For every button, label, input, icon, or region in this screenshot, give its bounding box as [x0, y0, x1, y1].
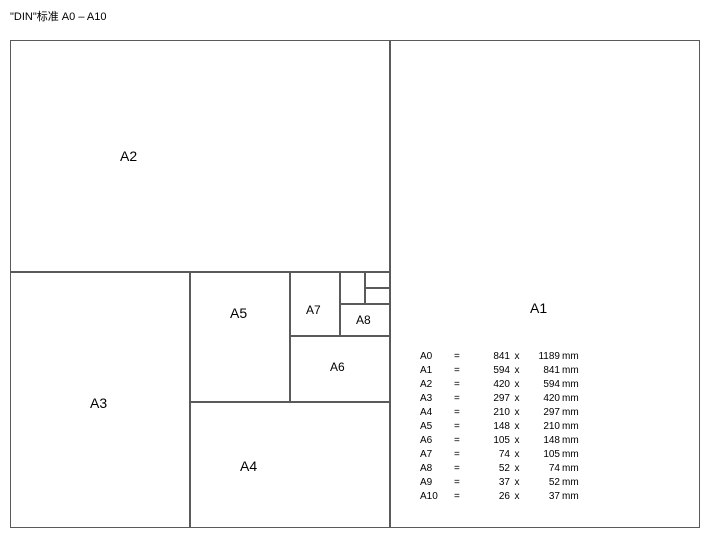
col-unit: mm [560, 364, 586, 378]
col-eq: = [454, 490, 470, 504]
col-times: x [510, 462, 524, 476]
col-unit: mm [560, 490, 586, 504]
col-height: 420 [524, 392, 560, 406]
table-row: A3=297x420mm [420, 392, 586, 406]
col-eq: = [454, 350, 470, 364]
table-row: A7=74x105mm [420, 448, 586, 462]
col-width: 297 [470, 392, 510, 406]
col-height: 841 [524, 364, 560, 378]
label-A5: A5 [230, 305, 247, 321]
col-times: x [510, 448, 524, 462]
col-height: 210 [524, 420, 560, 434]
col-unit: mm [560, 406, 586, 420]
col-eq: = [454, 476, 470, 490]
col-times: x [510, 476, 524, 490]
col-times: x [510, 490, 524, 504]
col-name: A9 [420, 476, 454, 490]
col-eq: = [454, 406, 470, 420]
col-eq: = [454, 364, 470, 378]
col-name: A2 [420, 378, 454, 392]
col-name: A7 [420, 448, 454, 462]
page: "DIN"标准 A0 – A10 A1A2A3A4A5A6A7A8 A0=841… [0, 0, 709, 539]
label-A2: A2 [120, 148, 137, 164]
col-times: x [510, 378, 524, 392]
col-name: A10 [420, 490, 454, 504]
col-name: A8 [420, 462, 454, 476]
col-unit: mm [560, 476, 586, 490]
label-A7: A7 [306, 303, 321, 317]
size-table: A0=841x1189mmA1=594x841mmA2=420x594mmA3=… [420, 350, 586, 504]
col-name: A0 [420, 350, 454, 364]
rect-A10b [365, 288, 390, 304]
col-height: 52 [524, 476, 560, 490]
col-eq: = [454, 420, 470, 434]
col-width: 74 [470, 448, 510, 462]
label-A4: A4 [240, 458, 257, 474]
col-width: 37 [470, 476, 510, 490]
table-row: A5=148x210mm [420, 420, 586, 434]
table-row: A6=105x148mm [420, 434, 586, 448]
col-unit: mm [560, 392, 586, 406]
col-unit: mm [560, 462, 586, 476]
label-A3: A3 [90, 395, 107, 411]
table-row: A1=594x841mm [420, 364, 586, 378]
col-width: 148 [470, 420, 510, 434]
col-eq: = [454, 448, 470, 462]
col-height: 297 [524, 406, 560, 420]
rect-A10a [365, 272, 390, 288]
col-eq: = [454, 462, 470, 476]
col-times: x [510, 350, 524, 364]
col-eq: = [454, 392, 470, 406]
table-row: A8=52x74mm [420, 462, 586, 476]
col-times: x [510, 406, 524, 420]
col-height: 1189 [524, 350, 560, 364]
col-name: A5 [420, 420, 454, 434]
col-width: 210 [470, 406, 510, 420]
col-name: A6 [420, 434, 454, 448]
col-unit: mm [560, 434, 586, 448]
col-width: 594 [470, 364, 510, 378]
col-times: x [510, 392, 524, 406]
col-width: 105 [470, 434, 510, 448]
table-row: A0=841x1189mm [420, 350, 586, 364]
page-title: "DIN"标准 A0 – A10 [10, 8, 106, 24]
col-height: 105 [524, 448, 560, 462]
col-name: A4 [420, 406, 454, 420]
rect-A4 [190, 402, 390, 528]
col-times: x [510, 434, 524, 448]
label-A6: A6 [330, 360, 345, 374]
col-width: 420 [470, 378, 510, 392]
col-width: 52 [470, 462, 510, 476]
col-height: 37 [524, 490, 560, 504]
col-unit: mm [560, 420, 586, 434]
rect-A5 [190, 272, 290, 402]
table-row: A9=37x52mm [420, 476, 586, 490]
col-name: A1 [420, 364, 454, 378]
col-eq: = [454, 378, 470, 392]
col-height: 148 [524, 434, 560, 448]
col-times: x [510, 420, 524, 434]
col-unit: mm [560, 350, 586, 364]
rect-A9 [340, 272, 365, 304]
table-row: A4=210x297mm [420, 406, 586, 420]
table-row: A2=420x594mm [420, 378, 586, 392]
table-row: A10=26x37mm [420, 490, 586, 504]
col-height: 594 [524, 378, 560, 392]
col-width: 841 [470, 350, 510, 364]
col-width: 26 [470, 490, 510, 504]
col-eq: = [454, 434, 470, 448]
rect-A2 [10, 40, 390, 272]
col-height: 74 [524, 462, 560, 476]
label-A1: A1 [530, 300, 547, 316]
col-unit: mm [560, 448, 586, 462]
label-A8: A8 [356, 313, 371, 327]
col-name: A3 [420, 392, 454, 406]
col-times: x [510, 364, 524, 378]
col-unit: mm [560, 378, 586, 392]
